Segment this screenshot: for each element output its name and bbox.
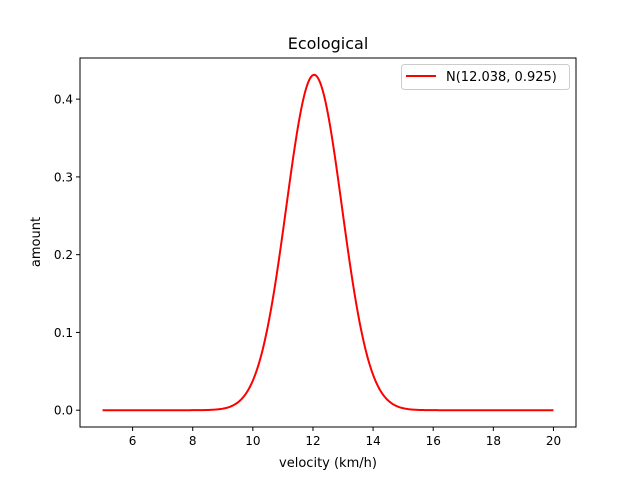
y-tick-label: 0.2: [54, 248, 73, 262]
x-tick-label: 16: [426, 434, 441, 448]
x-axis: 6 8 10 12 14 16 18 20: [129, 427, 561, 448]
x-tick-label: 12: [305, 434, 320, 448]
series-layer: [102, 73, 554, 412]
legend-box: [401, 64, 570, 90]
x-tick-label: 20: [546, 434, 561, 448]
x-tick-label: 8: [189, 434, 197, 448]
series-line: [102, 73, 554, 412]
y-tick-label: 0.0: [54, 404, 73, 418]
x-tick-label: 14: [365, 434, 380, 448]
y-tick-label: 0.1: [54, 326, 73, 340]
x-tick-label: 18: [486, 434, 501, 448]
x-axis-label: velocity (km/h): [279, 456, 377, 471]
y-axis: 0.0 0.1 0.2 0.3 0.4: [54, 93, 80, 418]
chart-title: Ecological: [288, 34, 369, 53]
axes-frame: [79, 57, 577, 428]
legend: N(12.038, 0.925): [401, 64, 570, 90]
y-tick-label: 0.4: [54, 93, 73, 107]
x-tick-label: 10: [245, 434, 260, 448]
legend-label: N(12.038, 0.925): [446, 70, 557, 85]
y-tick-label: 0.3: [54, 170, 73, 184]
x-tick-label: 6: [129, 434, 137, 448]
y-axis-label: amount: [29, 217, 44, 267]
